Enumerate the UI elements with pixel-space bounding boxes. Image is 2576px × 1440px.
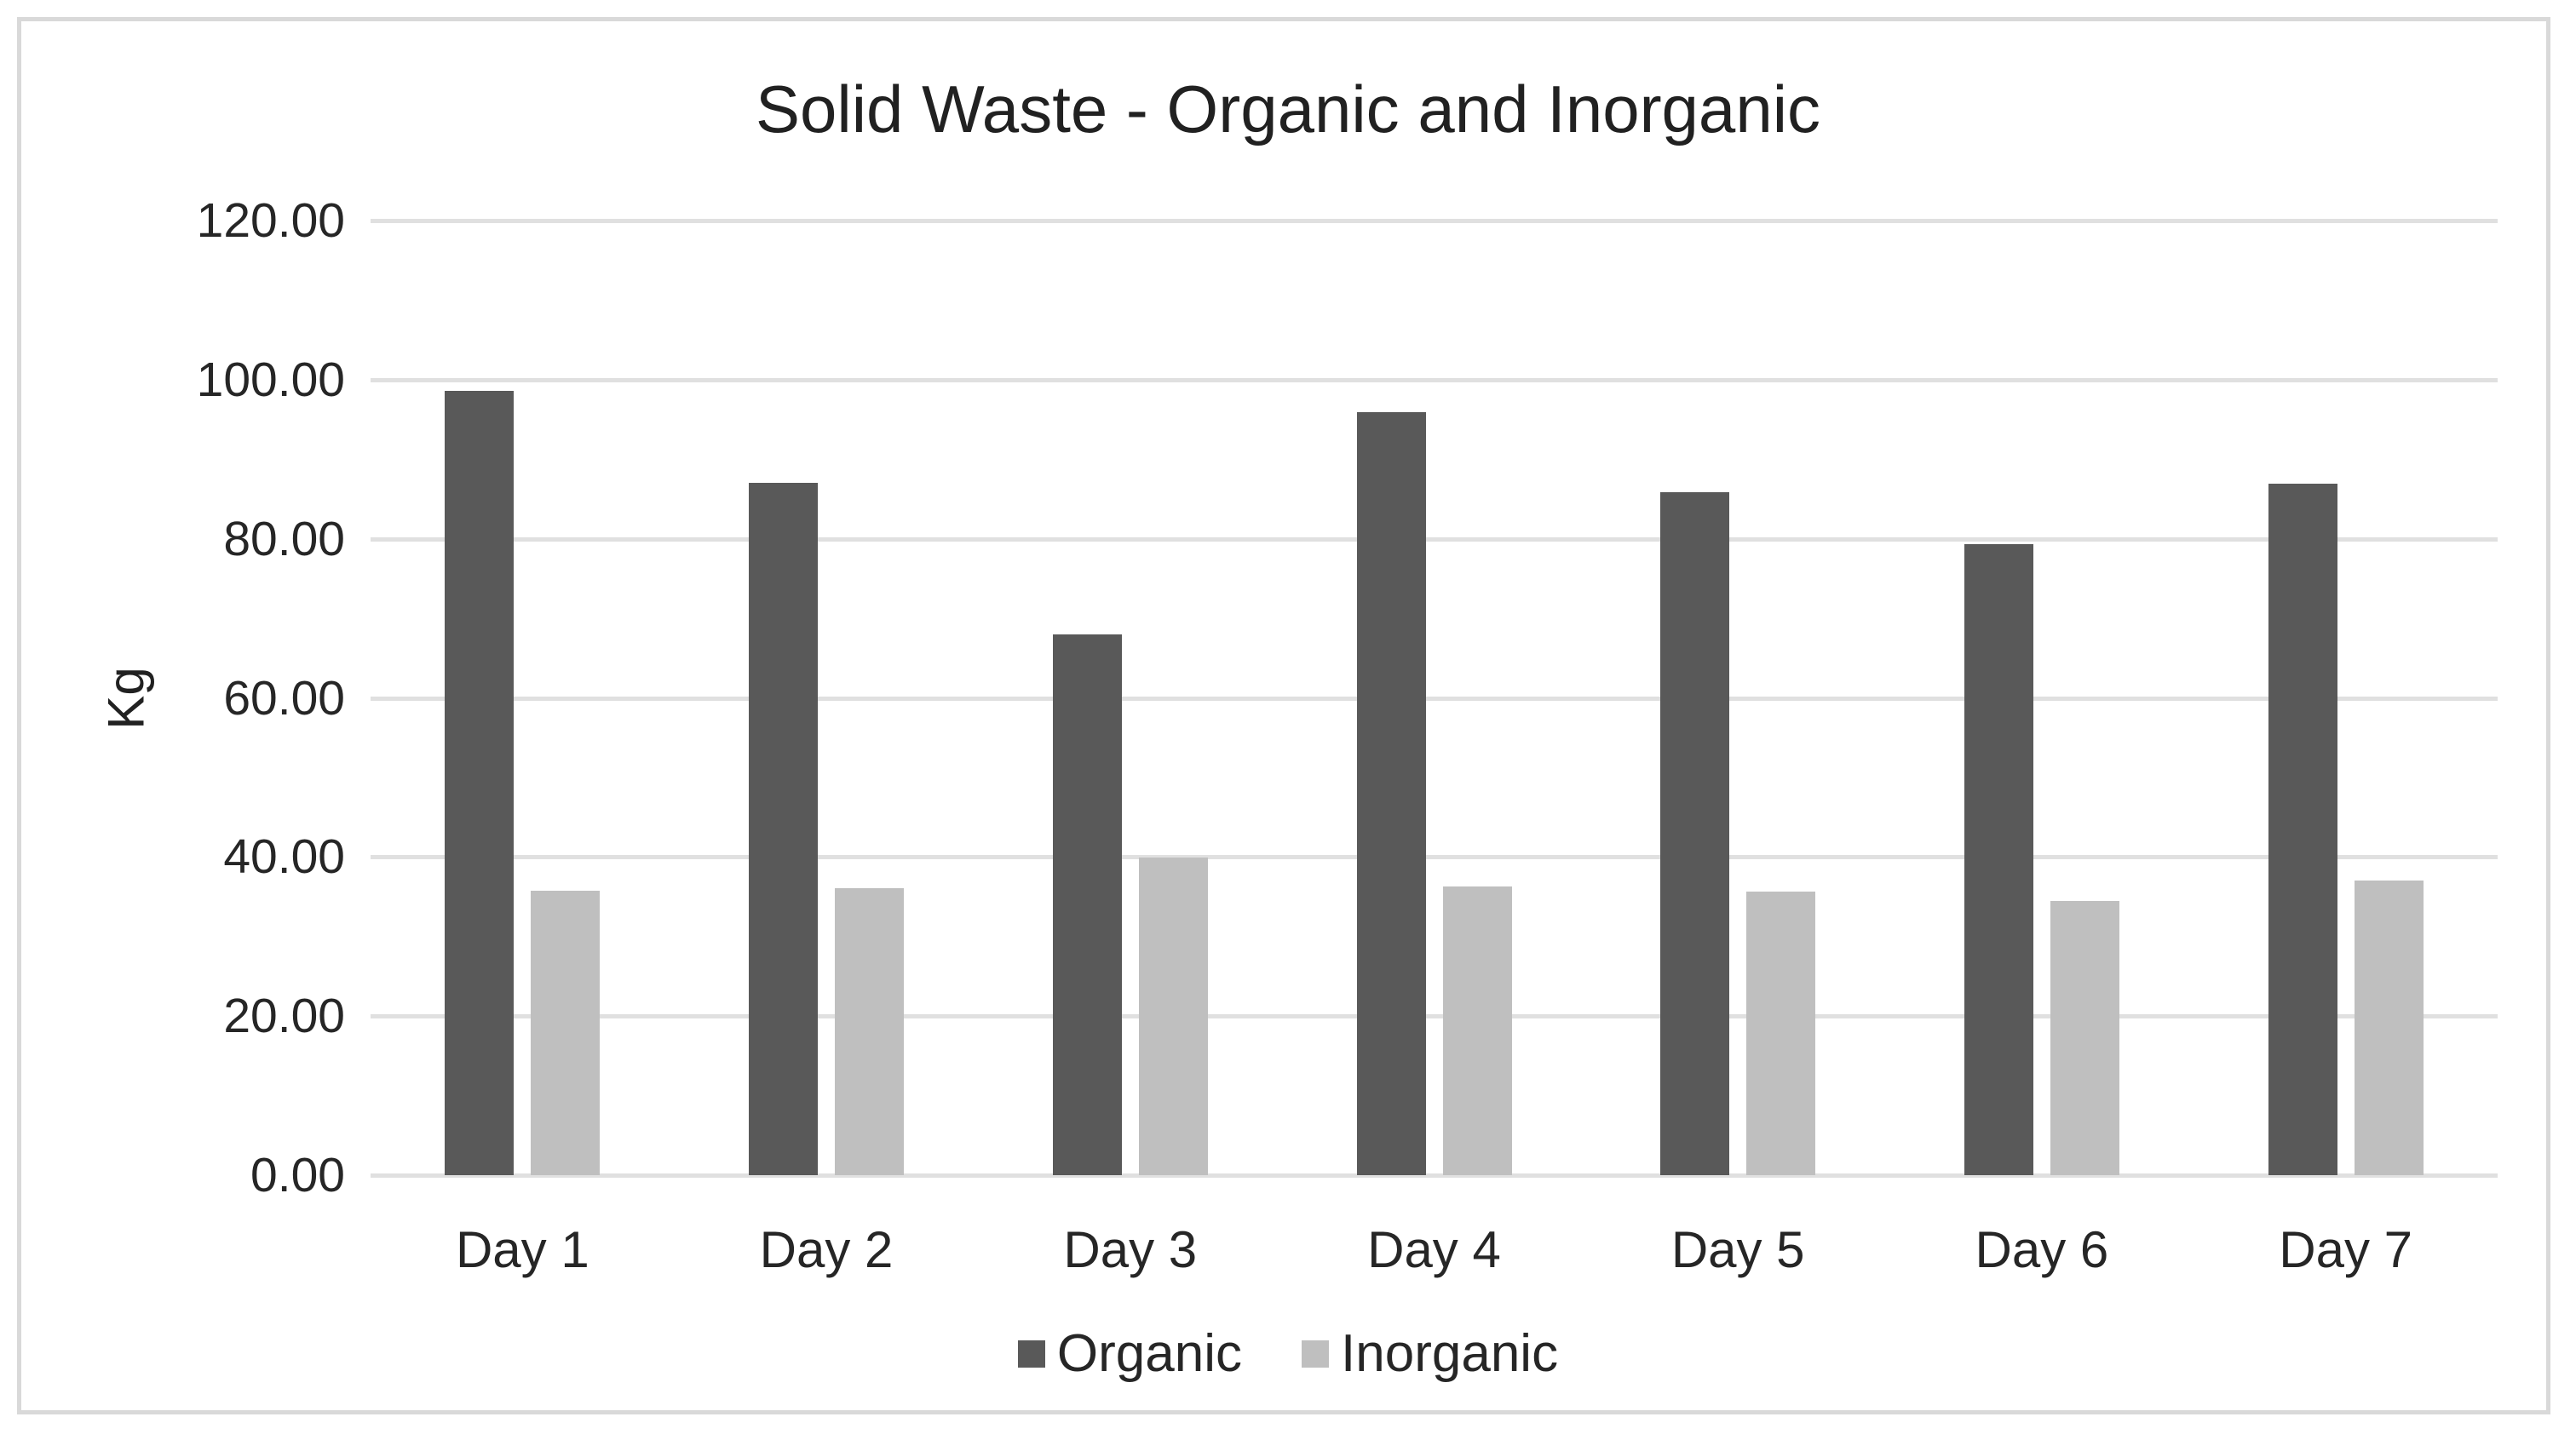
x-axis-label: Day 4: [1367, 1221, 1501, 1278]
gridline: [371, 536, 2498, 542]
y-tick-label: 40.00: [223, 829, 345, 885]
legend-item-organic: Organic: [1017, 1322, 1243, 1386]
chart-title: Solid Waste - Organic and Inorganic: [755, 72, 1821, 146]
gridline: [371, 696, 2498, 701]
organic-bar: [1357, 412, 1426, 1175]
organic-bar: [2268, 484, 2337, 1175]
x-axis-label: Day 6: [1975, 1221, 2109, 1278]
x-axis-label: Day 2: [759, 1221, 894, 1278]
inorganic-bar: [1139, 858, 1208, 1175]
inorganic-bar: [1746, 892, 1815, 1175]
organic-bar: [1964, 544, 2033, 1175]
y-tick-label: 100.00: [196, 352, 345, 407]
inorganic-bar: [1443, 886, 1512, 1175]
x-axis-label: Day 7: [2279, 1221, 2412, 1278]
organic-bar: [1660, 492, 1729, 1175]
y-tick-label: 20.00: [223, 989, 345, 1044]
x-axis-label: Day 1: [455, 1221, 589, 1278]
legend-marker-organic: [1017, 1340, 1045, 1368]
y-tick-label: 80.00: [223, 511, 345, 566]
inorganic-bar: [2355, 881, 2424, 1175]
x-axis-label: Day 5: [1670, 1221, 1805, 1278]
x-axis-label: Day 3: [1063, 1221, 1198, 1278]
gridline: [371, 1173, 2498, 1178]
inorganic-bar: [531, 891, 600, 1175]
organic-bar: [749, 483, 818, 1175]
organic-bar: [445, 391, 514, 1175]
gridline: [371, 855, 2498, 860]
gridline: [371, 219, 2498, 223]
inorganic-bar: [2050, 901, 2119, 1175]
legend-label: Inorganic: [1341, 1324, 1559, 1383]
organic-bar: [1053, 634, 1122, 1175]
inorganic-bar: [835, 888, 904, 1175]
y-tick-label: 120.00: [196, 193, 345, 248]
legend-item-inorganic: Inorganic: [1302, 1322, 1558, 1386]
gridline: [371, 377, 2498, 382]
y-tick-label: 0.00: [250, 1148, 345, 1202]
gridline: [371, 1014, 2498, 1019]
y-tick-label: 60.00: [223, 670, 345, 726]
legend-marker-inorganic: [1302, 1340, 1330, 1368]
chart-border: [17, 17, 2550, 1414]
legend-label: Organic: [1056, 1324, 1243, 1383]
legend: Organic Inorganic: [0, 1322, 2576, 1386]
